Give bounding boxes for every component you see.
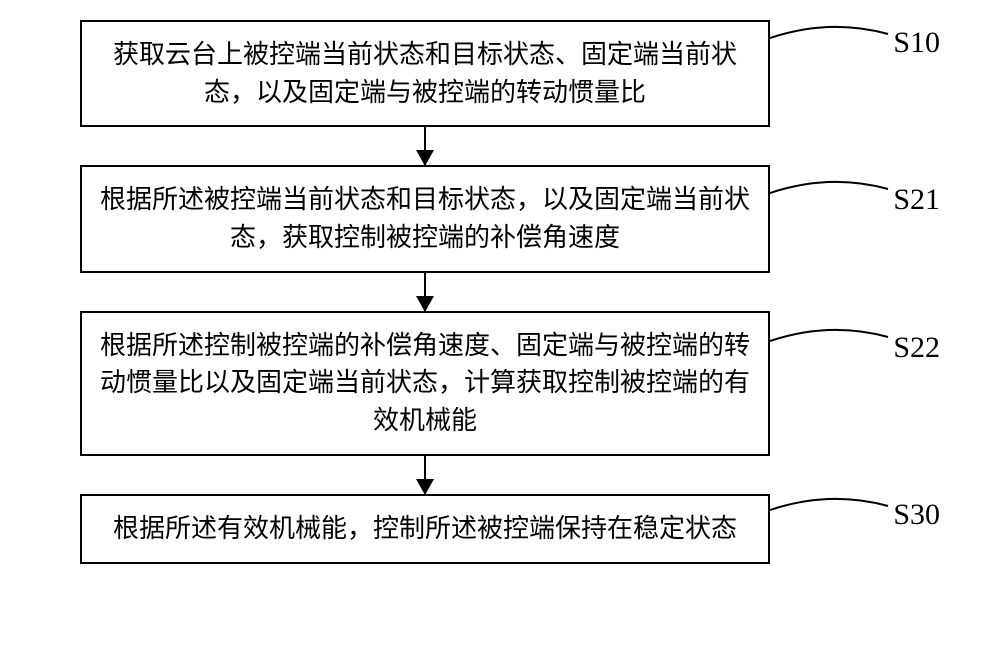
arrow-line bbox=[424, 273, 426, 311]
flow-connector bbox=[80, 127, 770, 165]
flow-connector bbox=[80, 273, 770, 311]
flow-connector bbox=[80, 456, 770, 494]
leader-line-s10 bbox=[770, 22, 890, 52]
step-label-s30: S30 bbox=[893, 498, 940, 532]
step-label-s22: S22 bbox=[893, 331, 940, 365]
flow-row: 根据所述控制被控端的补偿角速度、固定端与被控端的转动惯量比以及固定端当前状态，计… bbox=[50, 311, 950, 456]
flow-node-s21: 根据所述被控端当前状态和目标状态，以及固定端当前状态，获取控制被控端的补偿角速度 bbox=[80, 165, 770, 272]
leader-line-s30 bbox=[770, 494, 890, 524]
arrow-head-icon bbox=[416, 296, 434, 312]
arrow-head-icon bbox=[416, 150, 434, 166]
flow-node-s22: 根据所述控制被控端的补偿角速度、固定端与被控端的转动惯量比以及固定端当前状态，计… bbox=[80, 311, 770, 456]
flow-row: 根据所述有效机械能，控制所述被控端保持在稳定状态 S30 bbox=[50, 494, 950, 564]
flow-row: 获取云台上被控端当前状态和目标状态、固定端当前状态，以及固定端与被控端的转动惯量… bbox=[50, 20, 950, 127]
flowchart-container: 获取云台上被控端当前状态和目标状态、固定端当前状态，以及固定端与被控端的转动惯量… bbox=[50, 20, 950, 564]
leader-line-s21 bbox=[770, 177, 890, 207]
flow-node-text: 获取云台上被控端当前状态和目标状态、固定端当前状态，以及固定端与被控端的转动惯量… bbox=[100, 36, 750, 111]
leader-line-s22 bbox=[770, 325, 890, 355]
step-label-s10: S10 bbox=[893, 26, 940, 60]
flow-row: 根据所述被控端当前状态和目标状态，以及固定端当前状态，获取控制被控端的补偿角速度… bbox=[50, 165, 950, 272]
arrow-line bbox=[424, 127, 426, 165]
flow-node-s10: 获取云台上被控端当前状态和目标状态、固定端当前状态，以及固定端与被控端的转动惯量… bbox=[80, 20, 770, 127]
step-label-s21: S21 bbox=[893, 183, 940, 217]
flow-node-s30: 根据所述有效机械能，控制所述被控端保持在稳定状态 bbox=[80, 494, 770, 564]
flow-node-text: 根据所述被控端当前状态和目标状态，以及固定端当前状态，获取控制被控端的补偿角速度 bbox=[100, 181, 750, 256]
arrow-line bbox=[424, 456, 426, 494]
flow-node-text: 根据所述有效机械能，控制所述被控端保持在稳定状态 bbox=[113, 510, 737, 548]
flow-node-text: 根据所述控制被控端的补偿角速度、固定端与被控端的转动惯量比以及固定端当前状态，计… bbox=[100, 327, 750, 440]
arrow-head-icon bbox=[416, 479, 434, 495]
